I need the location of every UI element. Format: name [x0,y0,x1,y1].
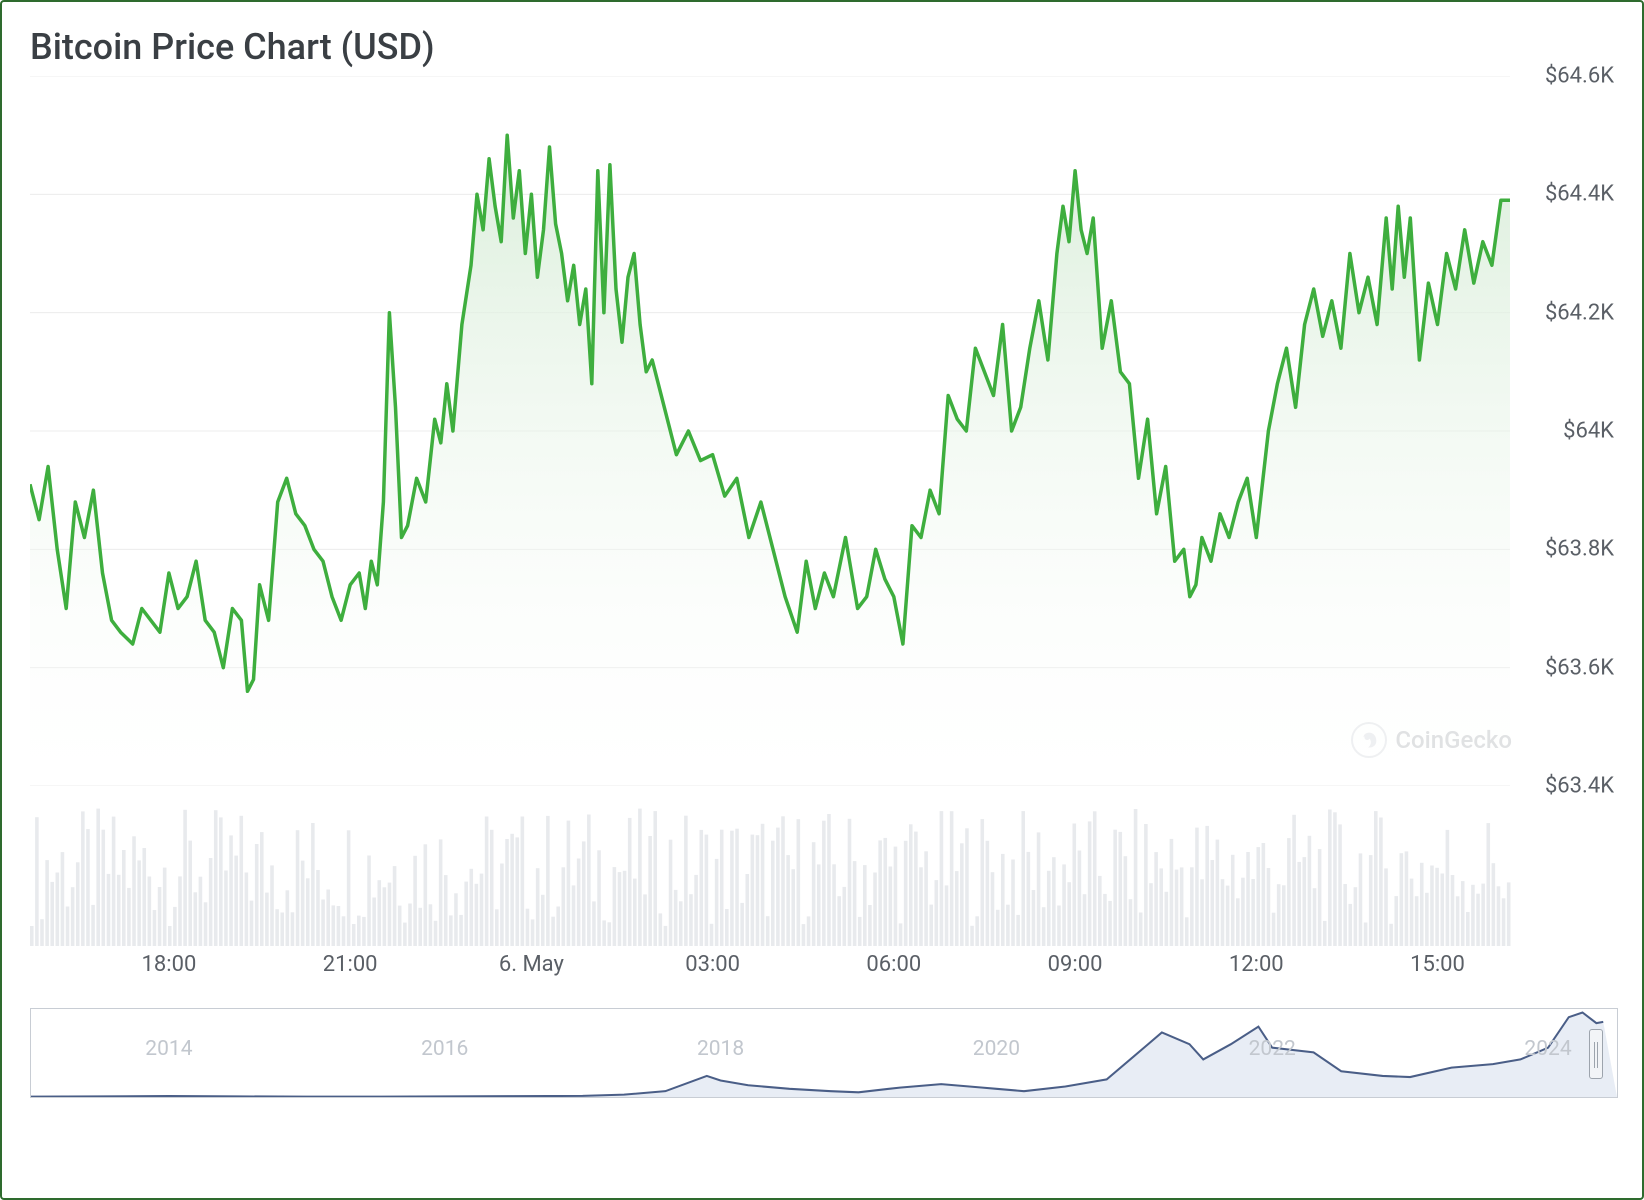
y-tick-label: $64K [1563,419,1614,444]
y-tick-label: $64.2K [1545,300,1614,325]
y-tick-label: $64.6K [1545,64,1614,89]
y-tick-label: $63.8K [1545,537,1614,562]
y-tick-label: $63.6K [1545,655,1614,680]
x-tick-label: 06:00 [866,952,921,977]
navigator-year-label: 2018 [697,1037,744,1061]
y-tick-label: $63.4K [1545,774,1614,799]
navigator-year-label: 2020 [973,1037,1020,1061]
navigator-year-label: 2016 [421,1037,468,1061]
x-tick-label: 03:00 [685,952,740,977]
navigator-year-label: 2014 [145,1037,192,1061]
price-chart-svg [30,76,1510,786]
x-tick-label: 12:00 [1229,952,1284,977]
x-tick-label: 21:00 [323,952,378,977]
x-tick-label: 09:00 [1048,952,1103,977]
chart-title: Bitcoin Price Chart (USD) [30,26,1622,68]
volume-chart[interactable] [30,806,1512,946]
watermark: CoinGecko [1351,722,1512,758]
volume-svg [30,806,1512,946]
x-tick-label: 6. May [499,952,564,977]
chart-container: Bitcoin Price Chart (USD) $64.6K $64.4K $6… [0,0,1644,1200]
navigator-svg [31,1009,1617,1097]
watermark-text: CoinGecko [1395,726,1512,754]
navigator[interactable]: 2014 2016 2018 2020 2022 2024 [30,1008,1618,1098]
x-tick-label: 18:00 [142,952,197,977]
x-tick-label: 15:00 [1410,952,1465,977]
gecko-icon [1351,722,1387,758]
y-tick-label: $64.4K [1545,182,1614,207]
price-chart[interactable]: $64.6K$64.4K$64.2K$64K$63.8K$63.6K$63.4K… [30,76,1622,786]
navigator-year-label: 2024 [1524,1037,1571,1061]
navigator-year-label: 2022 [1249,1037,1296,1061]
navigator-handle[interactable] [1589,1029,1603,1079]
y-axis: $64.6K$64.4K$64.2K$64K$63.8K$63.6K$63.4K [1522,76,1622,786]
x-axis: 18:00 21:00 6. May 03:00 06:00 09:00 12:00 15:0… [30,952,1512,984]
